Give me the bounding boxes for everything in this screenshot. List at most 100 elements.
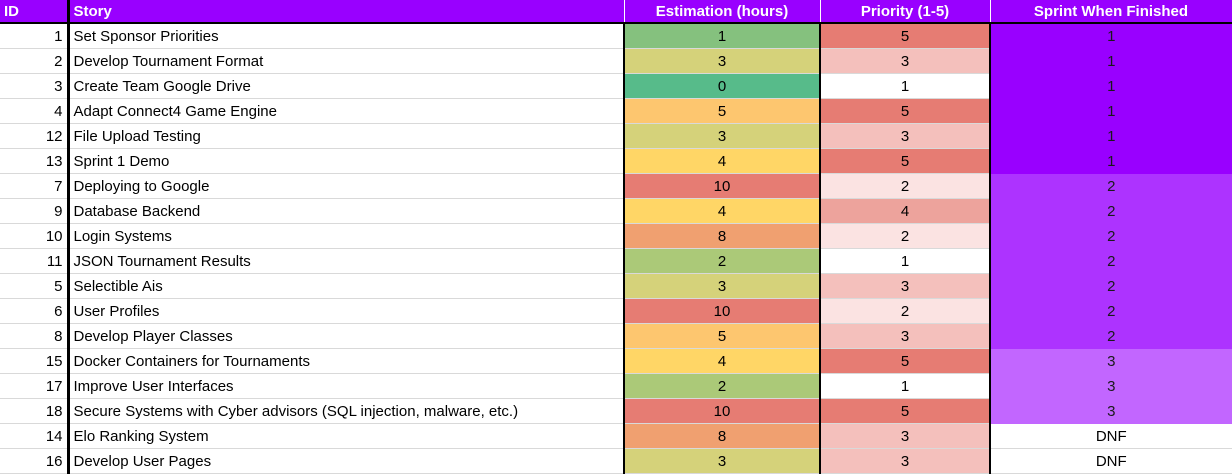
- cell-id[interactable]: 18: [0, 398, 70, 424]
- cell-story[interactable]: Develop Player Classes: [68, 323, 625, 349]
- cell-id[interactable]: 4: [0, 98, 70, 124]
- cell-priority[interactable]: 3: [820, 48, 991, 74]
- cell-sprint[interactable]: 2: [990, 198, 1232, 224]
- cell-sprint[interactable]: 2: [990, 273, 1232, 299]
- cell-priority[interactable]: 4: [820, 198, 991, 224]
- cell-priority[interactable]: 2: [820, 173, 991, 199]
- cell-story[interactable]: File Upload Testing: [68, 123, 625, 149]
- cell-id[interactable]: 15: [0, 348, 70, 374]
- cell-story[interactable]: Login Systems: [68, 223, 625, 249]
- cell-estimation[interactable]: 10: [624, 173, 821, 199]
- cell-id[interactable]: 1: [0, 23, 70, 49]
- cell-priority[interactable]: 3: [820, 273, 991, 299]
- cell-id[interactable]: 5: [0, 273, 70, 299]
- cell-estimation[interactable]: 2: [624, 373, 821, 399]
- cell-sprint[interactable]: DNF: [990, 448, 1232, 474]
- cell-story[interactable]: User Profiles: [68, 298, 625, 324]
- cell-sprint[interactable]: 3: [990, 373, 1232, 399]
- cell-estimation[interactable]: 5: [624, 98, 821, 124]
- table-row: 9 Database Backend 4 4 2: [0, 198, 1232, 224]
- cell-estimation[interactable]: 5: [624, 323, 821, 349]
- cell-id[interactable]: 14: [0, 423, 70, 449]
- cell-sprint[interactable]: 1: [990, 98, 1232, 124]
- header-priority[interactable]: Priority (1-5): [820, 0, 991, 24]
- cell-estimation[interactable]: 4: [624, 148, 821, 174]
- header-story[interactable]: Story: [68, 0, 625, 24]
- cell-estimation[interactable]: 4: [624, 198, 821, 224]
- cell-story[interactable]: Sprint 1 Demo: [68, 148, 625, 174]
- cell-estimation[interactable]: 0: [624, 73, 821, 99]
- header-estimation[interactable]: Estimation (hours): [624, 0, 821, 24]
- cell-priority[interactable]: 2: [820, 298, 991, 324]
- cell-sprint[interactable]: 3: [990, 398, 1232, 424]
- cell-story[interactable]: Docker Containers for Tournaments: [68, 348, 625, 374]
- cell-estimation[interactable]: 8: [624, 423, 821, 449]
- cell-sprint[interactable]: 2: [990, 223, 1232, 249]
- cell-priority[interactable]: 5: [820, 398, 991, 424]
- cell-estimation[interactable]: 2: [624, 248, 821, 274]
- cell-story[interactable]: Develop User Pages: [68, 448, 625, 474]
- cell-id[interactable]: 9: [0, 198, 70, 224]
- cell-id[interactable]: 8: [0, 323, 70, 349]
- cell-priority[interactable]: 1: [820, 373, 991, 399]
- cell-sprint[interactable]: 1: [990, 148, 1232, 174]
- cell-id[interactable]: 2: [0, 48, 70, 74]
- cell-sprint[interactable]: 1: [990, 23, 1232, 49]
- cell-sprint[interactable]: 1: [990, 123, 1232, 149]
- table-row: 7 Deploying to Google 10 2 2: [0, 173, 1232, 199]
- cell-id[interactable]: 10: [0, 223, 70, 249]
- cell-story[interactable]: Selectible Ais: [68, 273, 625, 299]
- cell-estimation[interactable]: 10: [624, 298, 821, 324]
- cell-sprint[interactable]: 3: [990, 348, 1232, 374]
- table-row: 17 Improve User Interfaces 2 1 3: [0, 373, 1232, 399]
- cell-priority[interactable]: 1: [820, 248, 991, 274]
- cell-priority[interactable]: 1: [820, 73, 991, 99]
- cell-priority[interactable]: 3: [820, 423, 991, 449]
- cell-story[interactable]: Adapt Connect4 Game Engine: [68, 98, 625, 124]
- cell-sprint[interactable]: DNF: [990, 423, 1232, 449]
- cell-sprint[interactable]: 2: [990, 323, 1232, 349]
- cell-sprint[interactable]: 2: [990, 248, 1232, 274]
- cell-id[interactable]: 11: [0, 248, 70, 274]
- cell-estimation[interactable]: 3: [624, 123, 821, 149]
- cell-priority[interactable]: 5: [820, 148, 991, 174]
- cell-priority[interactable]: 5: [820, 98, 991, 124]
- cell-sprint[interactable]: 1: [990, 48, 1232, 74]
- cell-priority[interactable]: 2: [820, 223, 991, 249]
- cell-priority[interactable]: 3: [820, 448, 991, 474]
- cell-estimation[interactable]: 1: [624, 23, 821, 49]
- cell-story[interactable]: Improve User Interfaces: [68, 373, 625, 399]
- cell-estimation[interactable]: 3: [624, 448, 821, 474]
- cell-estimation[interactable]: 3: [624, 273, 821, 299]
- cell-story[interactable]: Develop Tournament Format: [68, 48, 625, 74]
- cell-story[interactable]: Database Backend: [68, 198, 625, 224]
- cell-id[interactable]: 17: [0, 373, 70, 399]
- cell-sprint[interactable]: 2: [990, 173, 1232, 199]
- cell-priority[interactable]: 3: [820, 323, 991, 349]
- cell-story[interactable]: Elo Ranking System: [68, 423, 625, 449]
- cell-sprint[interactable]: 1: [990, 73, 1232, 99]
- table-row: 11 JSON Tournament Results 2 1 2: [0, 248, 1232, 274]
- cell-story[interactable]: Deploying to Google: [68, 173, 625, 199]
- cell-id[interactable]: 16: [0, 448, 70, 474]
- header-sprint[interactable]: Sprint When Finished: [990, 0, 1232, 24]
- cell-story[interactable]: Create Team Google Drive: [68, 73, 625, 99]
- cell-id[interactable]: 12: [0, 123, 70, 149]
- cell-priority[interactable]: 5: [820, 23, 991, 49]
- cell-story[interactable]: Set Sponsor Priorities: [68, 23, 625, 49]
- table-row: 4 Adapt Connect4 Game Engine 5 5 1: [0, 98, 1232, 124]
- cell-id[interactable]: 6: [0, 298, 70, 324]
- cell-id[interactable]: 13: [0, 148, 70, 174]
- cell-story[interactable]: JSON Tournament Results: [68, 248, 625, 274]
- cell-id[interactable]: 3: [0, 73, 70, 99]
- cell-estimation[interactable]: 4: [624, 348, 821, 374]
- header-id[interactable]: ID: [0, 0, 70, 24]
- cell-estimation[interactable]: 10: [624, 398, 821, 424]
- cell-story[interactable]: Secure Systems with Cyber advisors (SQL …: [68, 398, 625, 424]
- cell-id[interactable]: 7: [0, 173, 70, 199]
- cell-priority[interactable]: 3: [820, 123, 991, 149]
- cell-priority[interactable]: 5: [820, 348, 991, 374]
- cell-sprint[interactable]: 2: [990, 298, 1232, 324]
- cell-estimation[interactable]: 3: [624, 48, 821, 74]
- cell-estimation[interactable]: 8: [624, 223, 821, 249]
